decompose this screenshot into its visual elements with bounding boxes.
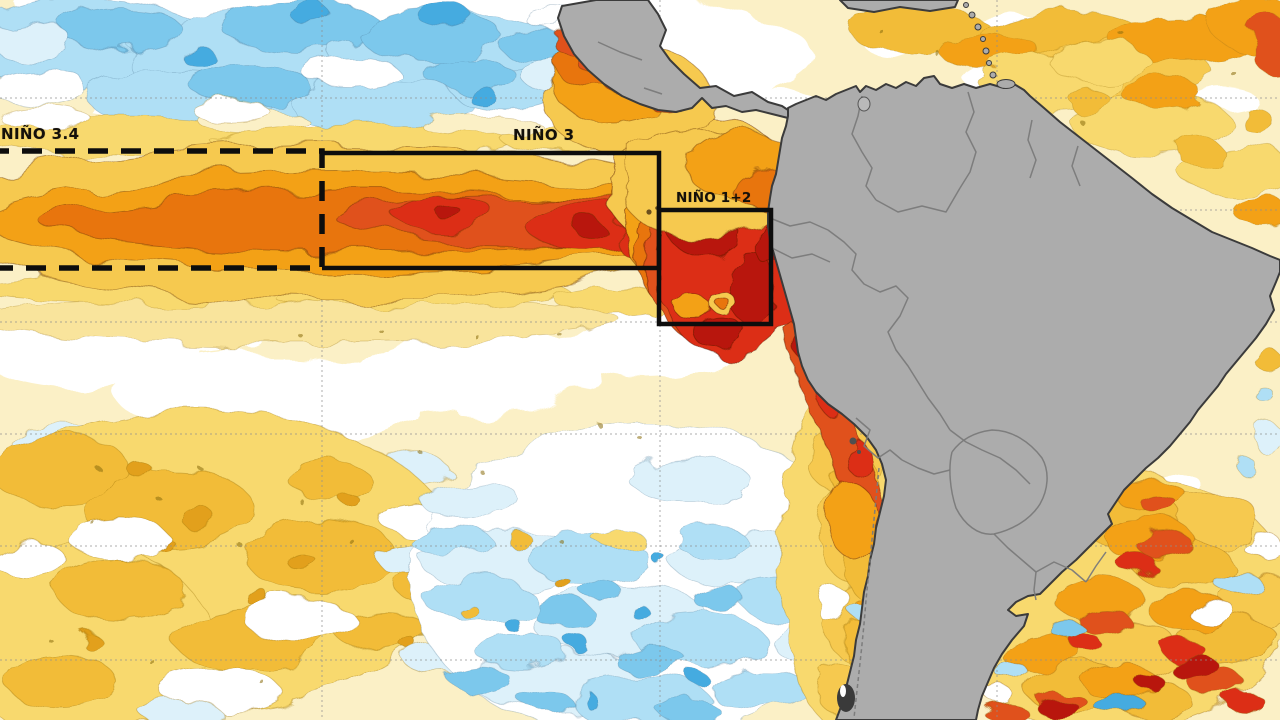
southwest-warm-mottle	[0, 409, 476, 720]
patagonia-icefield	[837, 684, 855, 712]
lesser-antilles-islands	[963, 2, 1016, 89]
landmasses	[557, 0, 1280, 720]
galapagos-islands	[646, 209, 652, 215]
central-america-landmass	[557, 0, 789, 119]
nino12-region-label: NIÑO 1+2	[676, 190, 752, 206]
nino34-region-label: NIÑO 3.4	[1, 125, 80, 143]
caribbean-atlantic-mottle	[849, 0, 1280, 475]
greater-antilles-islands	[839, 0, 959, 13]
equatorial-warm-band	[0, 143, 721, 301]
lake-maracaibo	[857, 96, 871, 112]
nino34-region-box	[0, 148, 325, 271]
nino3-region-label: NIÑO 3	[513, 126, 575, 144]
south-america-landmass	[767, 75, 1280, 720]
lake-titicaca	[849, 437, 857, 445]
country-borders	[597, 41, 1107, 719]
nino12-region-box	[656, 207, 774, 327]
lakes-and-details	[646, 96, 871, 712]
